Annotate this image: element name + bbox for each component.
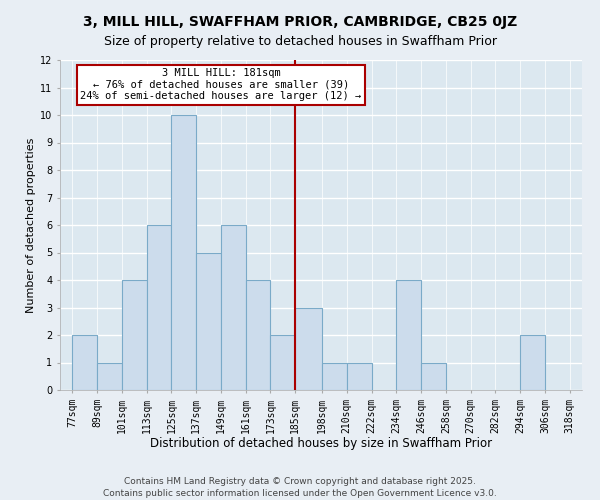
Bar <box>97 362 122 390</box>
Bar <box>196 252 221 390</box>
Bar <box>172 115 196 390</box>
Text: Size of property relative to detached houses in Swaffham Prior: Size of property relative to detached ho… <box>104 35 497 48</box>
Text: 3 MILL HILL: 181sqm
← 76% of detached houses are smaller (39)
24% of semi-detach: 3 MILL HILL: 181sqm ← 76% of detached ho… <box>80 68 362 102</box>
Bar <box>295 308 322 390</box>
Bar <box>245 280 271 390</box>
Bar <box>322 362 347 390</box>
Bar <box>421 362 446 390</box>
X-axis label: Distribution of detached houses by size in Swaffham Prior: Distribution of detached houses by size … <box>150 437 492 450</box>
Text: Contains HM Land Registry data © Crown copyright and database right 2025.
Contai: Contains HM Land Registry data © Crown c… <box>103 476 497 498</box>
Bar <box>520 335 545 390</box>
Bar <box>146 225 172 390</box>
Y-axis label: Number of detached properties: Number of detached properties <box>26 138 36 312</box>
Bar <box>397 280 421 390</box>
Bar <box>73 335 97 390</box>
Text: 3, MILL HILL, SWAFFHAM PRIOR, CAMBRIDGE, CB25 0JZ: 3, MILL HILL, SWAFFHAM PRIOR, CAMBRIDGE,… <box>83 15 517 29</box>
Bar <box>221 225 245 390</box>
Bar <box>271 335 295 390</box>
Bar <box>347 362 371 390</box>
Bar <box>122 280 146 390</box>
